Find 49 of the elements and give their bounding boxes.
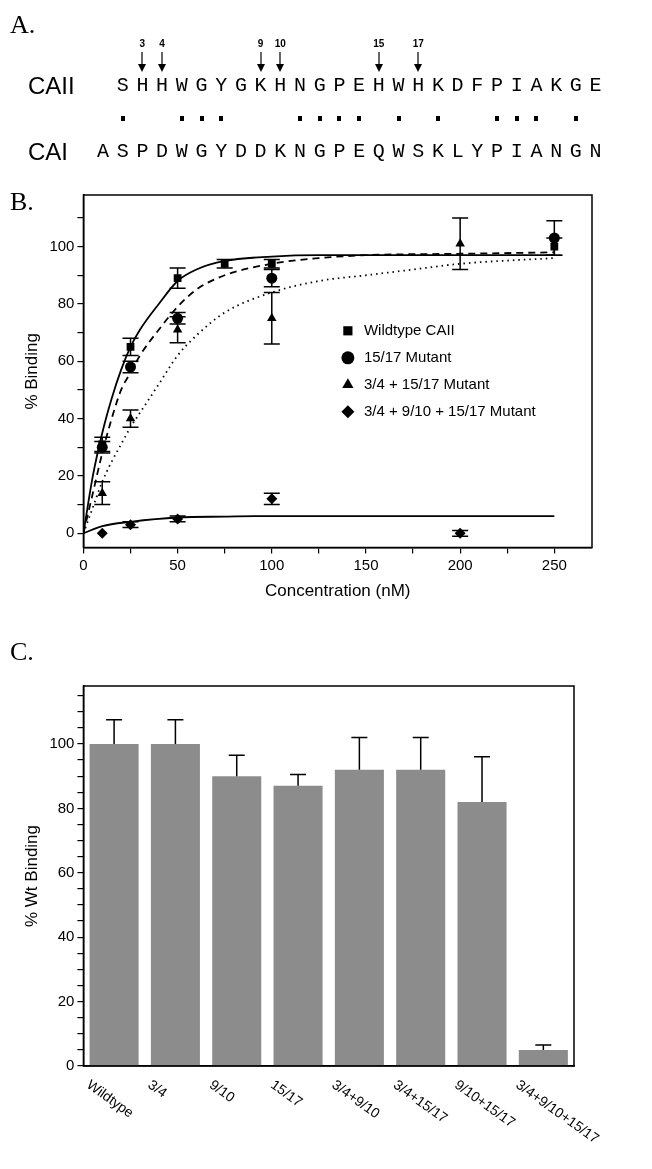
bar (518, 1049, 568, 1066)
y-tick-label: 0 (66, 1056, 75, 1074)
text: 3 (138, 38, 147, 49)
bar (457, 801, 507, 1066)
chart-title: B. (10, 186, 34, 216)
x-tick-label: 150 (353, 555, 379, 573)
bar (150, 743, 200, 1066)
bar (334, 769, 384, 1066)
y-tick-label: 20 (57, 991, 75, 1009)
bar (396, 769, 446, 1066)
y-axis-title: % Binding (21, 333, 41, 410)
legend-label: 15/17 Mutant (363, 347, 453, 365)
x-tick-label: 250 (541, 555, 567, 573)
x-tick-label: 100 (259, 555, 285, 573)
y-tick-label: 60 (57, 862, 75, 880)
text: 10 (273, 38, 287, 49)
text: 17 (411, 38, 425, 49)
y-tick-label: 80 (57, 294, 75, 312)
y-tick-label: 60 (57, 351, 75, 369)
x-tick-label: 3/4 (145, 1076, 171, 1101)
y-tick-label: 100 (49, 236, 75, 254)
y-axis-title: % Wt Binding (21, 824, 41, 928)
chart-title: C. (10, 636, 34, 666)
point (96, 527, 108, 539)
y-tick-label: 40 (57, 927, 75, 945)
text: 15 (372, 38, 386, 49)
x-tick-label: 9/10 (206, 1076, 239, 1106)
text: ASPDWGYDDKNGPEQWSKLYPIANGN (97, 140, 610, 164)
legend-label: Wildtype CAII (363, 320, 455, 338)
text: 9 (256, 38, 265, 49)
text: CAII (28, 72, 75, 100)
text: A. (10, 10, 36, 40)
x-tick-label: 50 (169, 555, 186, 573)
x-tick-label: 200 (447, 555, 473, 573)
y-tick-label: 100 (49, 734, 75, 752)
y-tick-label: 80 (57, 798, 75, 816)
y-tick-label: 0 (66, 523, 75, 541)
text: 4 (158, 38, 166, 49)
legend-label: 3/4 + 15/17 Mutant (363, 374, 491, 392)
y-tick-label: 20 (57, 466, 75, 484)
y-tick-label: 40 (57, 408, 75, 426)
bar (89, 743, 139, 1066)
text: CAI (28, 138, 69, 166)
x-axis-title: Concentration (nM) (264, 581, 411, 601)
bar (212, 776, 262, 1066)
bar (273, 785, 323, 1066)
legend-label: 3/4 + 9/10 + 15/17 Mutant (363, 401, 537, 419)
text: SHHWGYGKHNGPEHWHKDFPIAKGE (116, 74, 610, 98)
x-tick-label: 0 (79, 555, 88, 573)
